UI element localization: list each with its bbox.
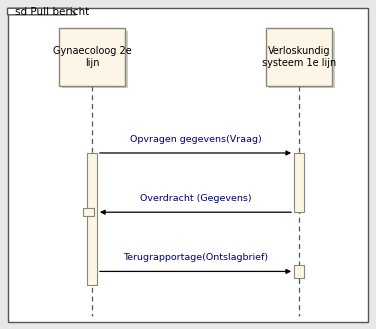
Text: Overdracht (Gegevens): Overdracht (Gegevens): [140, 194, 251, 203]
Text: Terugrapportage(Ontslagbrief): Terugrapportage(Ontslagbrief): [123, 253, 268, 262]
Bar: [59, 28, 125, 86]
Text: sd Pull bericht: sd Pull bericht: [15, 7, 89, 16]
Bar: [83, 208, 94, 216]
Text: Opvragen gegevens(Vraag): Opvragen gegevens(Vraag): [130, 135, 261, 144]
Bar: [62, 31, 128, 88]
Text: Gynaecoloog 2e
lijn: Gynaecoloog 2e lijn: [53, 46, 132, 67]
Bar: [294, 265, 304, 278]
Text: Verloskundig
systeem 1e lijn: Verloskundig systeem 1e lijn: [262, 46, 336, 67]
Bar: [294, 153, 304, 212]
Bar: [269, 31, 335, 88]
Bar: [266, 28, 332, 86]
Bar: [87, 153, 97, 285]
Polygon shape: [8, 8, 76, 15]
